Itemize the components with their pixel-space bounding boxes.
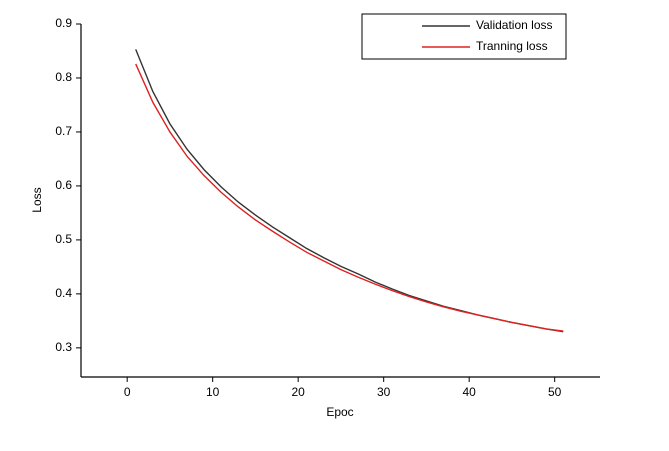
x-tick-label: 50	[548, 385, 562, 399]
legend-label: Tranning loss	[476, 39, 548, 53]
legend-box	[361, 13, 567, 60]
y-tick-label: 0.3	[55, 340, 72, 354]
x-tick-label: 0	[124, 385, 131, 399]
y-tick-label: 0.7	[55, 124, 72, 138]
x-tick-label: 20	[291, 385, 305, 399]
x-tick-label: 10	[206, 385, 220, 399]
legend-label: Validation loss	[476, 18, 553, 32]
y-tick-label: 0.4	[55, 286, 72, 300]
y-tick-label: 0.9	[55, 16, 72, 30]
x-tick-label: 40	[463, 385, 477, 399]
x-axis-label: Epoc	[326, 405, 353, 419]
y-axis-label: Loss	[30, 187, 44, 212]
line-series	[135, 63, 564, 332]
x-tick-label: 30	[377, 385, 391, 399]
line-series	[135, 49, 564, 333]
y-tick-label: 0.8	[55, 70, 72, 84]
y-tick-label: 0.5	[55, 232, 72, 246]
y-tick-label: 0.6	[55, 178, 72, 192]
